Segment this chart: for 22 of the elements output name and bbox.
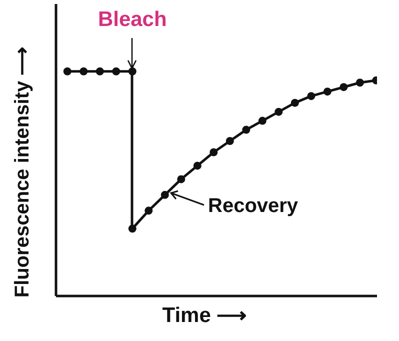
point <box>80 67 88 76</box>
point <box>340 83 348 92</box>
point <box>307 92 316 100</box>
point <box>177 175 186 184</box>
point <box>323 88 332 96</box>
point <box>258 116 266 125</box>
point <box>210 148 218 156</box>
point <box>226 137 234 146</box>
point <box>274 108 283 116</box>
point <box>144 206 153 215</box>
point <box>193 162 202 170</box>
point <box>290 98 299 107</box>
point <box>112 67 120 76</box>
text: Bleach <box>96 8 168 32</box>
y-axis-title: Fluorescence intensity ⟶ <box>10 46 34 298</box>
x-axis-title: Time ⟶ <box>162 304 247 327</box>
point <box>356 78 364 87</box>
point <box>63 67 72 76</box>
annotation: Recovery <box>208 194 298 218</box>
point <box>96 67 104 76</box>
point <box>160 190 169 199</box>
point <box>242 126 250 134</box>
